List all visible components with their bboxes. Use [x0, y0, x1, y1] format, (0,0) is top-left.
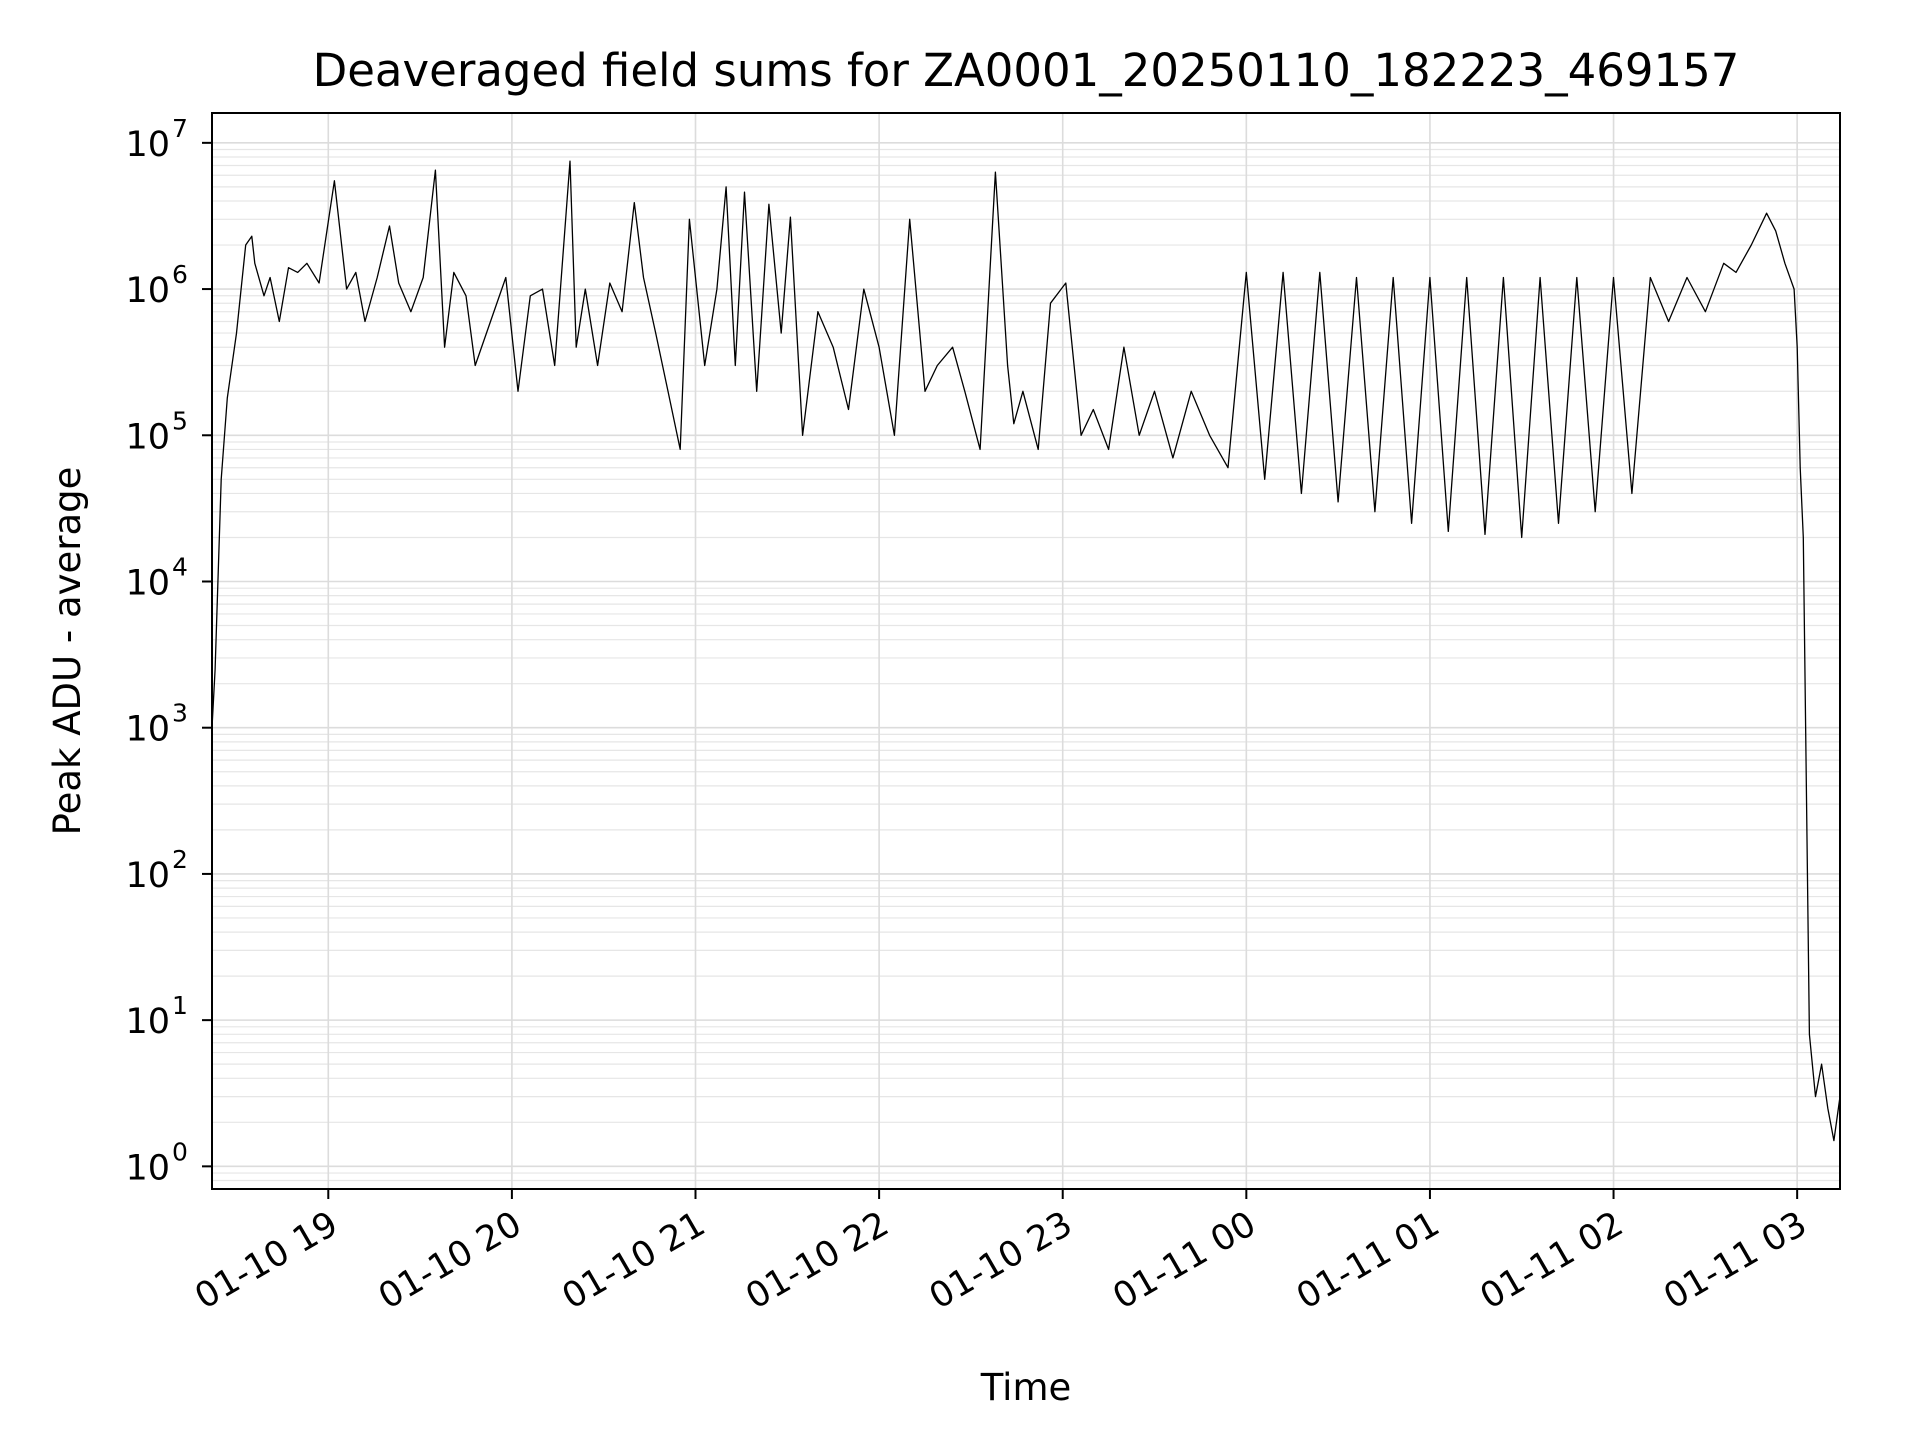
y-tick-exponent: 0 [172, 1137, 188, 1166]
y-tick-label: 10 [125, 710, 170, 750]
y-tick-exponent: 5 [172, 406, 188, 435]
y-tick-label: 10 [125, 125, 170, 165]
x-tick-label: 01-10 22 [739, 1204, 895, 1317]
y-tick-label: 10 [125, 271, 170, 311]
series-line [211, 160, 1841, 1142]
y-tick-label: 10 [125, 563, 170, 603]
x-tick-label: 01-10 21 [556, 1204, 712, 1317]
y-tick-exponent: 4 [172, 552, 188, 581]
y-tick-label: 10 [125, 1148, 170, 1188]
x-tick-label: 01-10 20 [372, 1204, 528, 1317]
y-axis-label: Peak ADU - average [46, 467, 89, 836]
y-tick-label: 10 [125, 1002, 170, 1042]
x-tick-label: 01-11 03 [1657, 1204, 1813, 1317]
plot-frame [211, 112, 1841, 1190]
x-tick-label: 01-10 19 [188, 1204, 344, 1317]
x-tick-label: 01-11 02 [1474, 1204, 1630, 1317]
y-tick-exponent: 3 [172, 699, 188, 728]
x-tick-label: 01-11 01 [1290, 1204, 1446, 1317]
y-tick-exponent: 7 [172, 114, 188, 143]
x-tick-label: 01-11 00 [1107, 1204, 1263, 1317]
x-tick-label: 01-10 23 [923, 1204, 1079, 1317]
x-axis-label: Time [980, 1366, 1072, 1409]
y-tick-label: 10 [125, 856, 170, 896]
y-tick-exponent: 2 [172, 845, 188, 874]
y-tick-exponent: 1 [172, 991, 188, 1020]
y-tick-label: 10 [125, 417, 170, 457]
y-tick-exponent: 6 [172, 260, 188, 289]
grid [212, 113, 1840, 1190]
x-axis: 01-10 19 01-10 20 01-10 21 01-10 22 01-10 23… [188, 1189, 1814, 1317]
chart-title: Deaveraged field sums for ZA0001_2025011… [313, 44, 1740, 97]
